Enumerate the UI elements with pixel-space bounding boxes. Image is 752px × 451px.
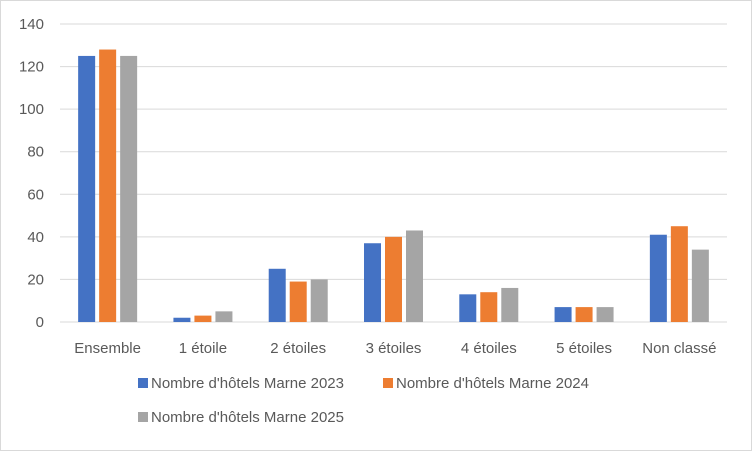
legend-swatch	[138, 378, 148, 388]
y-tick-label: 140	[19, 16, 44, 33]
x-category-label: Ensemble	[74, 340, 141, 357]
bar-3-6	[596, 307, 614, 322]
bar-2-7	[670, 226, 688, 322]
x-category-label: 4 étoiles	[461, 340, 517, 357]
bar-2-6	[575, 307, 593, 322]
y-tick-label: 120	[19, 59, 44, 76]
legend-swatch	[138, 412, 148, 422]
bar-2-5	[480, 292, 498, 322]
gridlines	[60, 23, 727, 323]
bar-1-7	[649, 234, 667, 322]
legend-label: Nombre d'hôtels Marne 2023	[151, 375, 344, 392]
bar-3-1	[120, 55, 138, 323]
x-axis-categories: Ensemble 1 étoile 2 étoiles 3 étoiles 4 étoi…	[74, 340, 716, 357]
bar-1-1	[78, 55, 96, 323]
bar-3-7	[691, 249, 709, 322]
legend-label: Nombre d'hôtels Marne 2025	[151, 409, 344, 426]
bar-2-4	[385, 236, 402, 322]
bar-1-4	[364, 243, 381, 322]
x-category-label: 5 étoiles	[556, 340, 612, 357]
y-tick-label: 20	[27, 271, 44, 288]
bar-3-4	[406, 230, 423, 322]
x-category-label: Non classé	[642, 340, 716, 357]
x-category-label: 3 étoiles	[366, 340, 422, 357]
bar-1-2	[173, 317, 191, 322]
y-tick-label: 0	[36, 314, 44, 331]
bar-1-6	[554, 307, 572, 322]
bar-2-1	[99, 49, 117, 323]
y-tick-label: 40	[27, 229, 44, 246]
legend-swatch	[383, 378, 393, 388]
x-category-label: 2 étoiles	[270, 340, 326, 357]
x-category-label: 1 étoile	[179, 340, 227, 357]
bar-3-5	[501, 287, 519, 322]
legend-label: Nombre d'hôtels Marne 2024	[396, 375, 589, 392]
y-tick-label: 100	[19, 101, 44, 118]
bar-3-2	[215, 311, 233, 322]
bar-3-3	[310, 279, 328, 322]
bars	[78, 49, 709, 323]
bar-2-3	[289, 281, 307, 322]
y-tick-label: 60	[27, 186, 44, 203]
bar-1-3	[268, 268, 286, 322]
y-tick-label: 80	[27, 144, 44, 161]
legend: Nombre d'hôtels Marne 2023 Nombre d'hôtel…	[138, 375, 589, 426]
bar-2-2	[194, 315, 212, 322]
y-axis-ticks: 0 20 40 60 80 100 120 140	[19, 16, 44, 331]
bar-1-5	[459, 294, 477, 322]
